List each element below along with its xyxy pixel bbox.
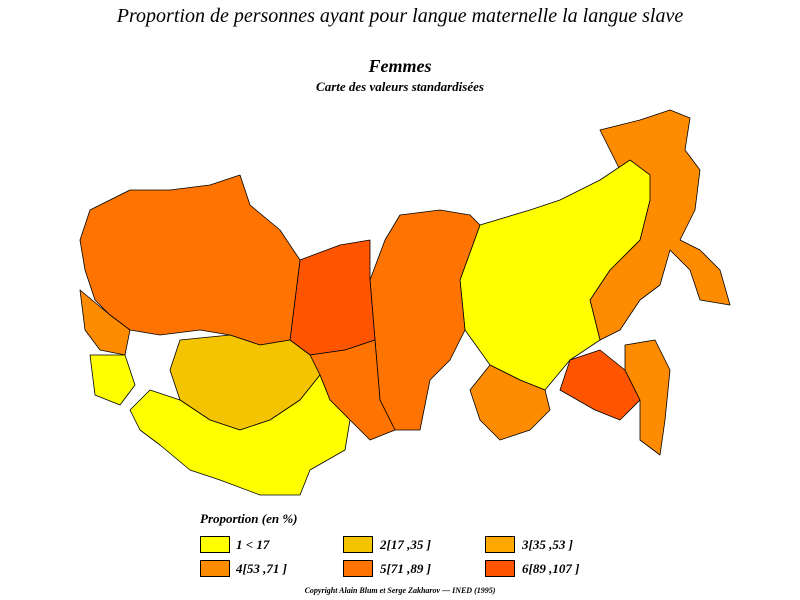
legend-swatch (343, 536, 373, 553)
legend-label: 4[53 ,71 ] (236, 561, 287, 576)
region (469, 364, 551, 441)
legend-swatch (485, 536, 515, 553)
map-title: Proportion de personnes ayant pour langu… (116, 5, 684, 27)
legend-label: 1 < 17 (236, 537, 270, 552)
legend-label: 6[89 ,107 ] (522, 561, 580, 576)
legend-label: 2[17 ,35 ] (380, 537, 431, 552)
legend-swatch (343, 560, 373, 577)
map-subtitle: Femmes (368, 56, 432, 76)
region (559, 349, 641, 421)
map-caption: Carte des valeurs standardisées (316, 79, 484, 94)
region (289, 239, 376, 356)
copyright: Copyright Alain Blum et Serge Zakharov —… (304, 586, 496, 595)
legend-label: 3[35 ,53 ] (522, 537, 573, 552)
legend-swatch (200, 536, 230, 553)
legend-swatch (485, 560, 515, 577)
map (79, 109, 731, 496)
legend-swatch (200, 560, 230, 577)
region (624, 339, 671, 456)
region (459, 159, 651, 391)
region (369, 209, 481, 431)
region (89, 354, 136, 406)
region (129, 374, 351, 496)
legend-label: 5[71 ,89 ] (380, 561, 431, 576)
legend-title: Proportion (en %) (200, 511, 298, 526)
